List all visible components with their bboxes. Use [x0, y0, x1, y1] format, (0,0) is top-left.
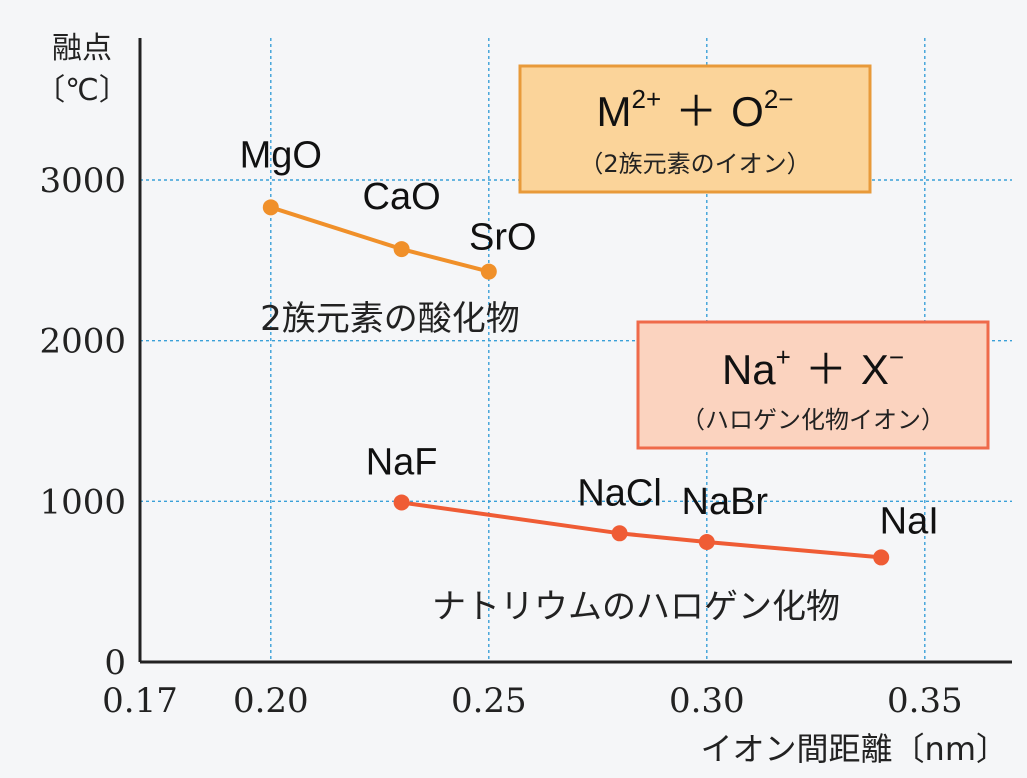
- y-tick-label: 2000: [39, 322, 126, 362]
- data-point: [262, 199, 279, 216]
- axes: [138, 38, 1012, 664]
- ion-box-frame: [636, 320, 990, 450]
- ion-right-charge: −: [889, 342, 904, 372]
- data-point: [393, 494, 410, 511]
- y-axis-label-line2: 〔℃〕: [35, 73, 129, 108]
- series-0: MgO CaO SrO 2族元素の酸化物: [240, 134, 537, 339]
- ion-left-symbol: M: [597, 88, 632, 135]
- y-tick-label: 0: [104, 643, 126, 683]
- ion-box-0: M2+ ＋ O2− （2族元素のイオン）: [518, 64, 872, 194]
- x-tick-label: 0.25: [451, 681, 527, 721]
- ion-left-charge: 2+: [632, 84, 662, 114]
- ion-right-symbol: O: [731, 88, 764, 135]
- ion-box-subtitle: （ハロゲン化物イオン）: [681, 406, 945, 434]
- x-axis-label: イオン間距離〔nm〕: [701, 730, 1008, 768]
- data-point-label: NaBr: [682, 481, 769, 523]
- y-axis-label-line1: 融点: [52, 31, 112, 66]
- data-point-label: NaCl: [577, 472, 661, 514]
- data-point: [611, 525, 628, 542]
- series-group-label: 2族元素の酸化物: [260, 299, 520, 339]
- series-1: NaF NaCl NaBr NaI ナトリウムのハロゲン化物: [366, 441, 939, 627]
- x-tick-label: 0.35: [887, 681, 963, 721]
- ion-plus-sign: ＋: [675, 88, 717, 135]
- ion-right-symbol: X: [861, 346, 889, 393]
- x-tick-labels: 0.17 0.20 0.25 0.30 0.35: [102, 681, 963, 721]
- ion-left-symbol: Na: [722, 346, 776, 393]
- x-tick-label: 0.20: [233, 681, 309, 721]
- data-point: [480, 263, 497, 280]
- ion-right-charge: 2−: [764, 84, 794, 114]
- series-line: [401, 500, 882, 560]
- data-point-label: MgO: [240, 134, 322, 176]
- data-point: [873, 549, 890, 566]
- ion-box-subtitle: （2族元素のイオン）: [579, 150, 810, 178]
- y-tick-label: 3000: [39, 161, 126, 201]
- series-layer: MgO CaO SrO 2族元素の酸化物 NaF NaCl NaBr NaI ナトリウムのハロゲ…: [240, 134, 939, 627]
- data-point: [698, 533, 715, 550]
- ion-box-formula: Na+ ＋ X−: [722, 342, 904, 393]
- ion-box-formula: M2+ ＋ O2−: [597, 84, 794, 135]
- y-tick-label: 1000: [39, 482, 126, 522]
- ion-box-frame: [518, 64, 872, 194]
- x-tick-label: 0.17: [102, 681, 178, 721]
- ion-box-1: Na+ ＋ X− （ハロゲン化物イオン）: [636, 320, 990, 450]
- ion-left-charge: +: [776, 342, 791, 372]
- data-point: [393, 241, 410, 258]
- ion-boxes: M2+ ＋ O2− （2族元素のイオン） Na+ ＋ X− （ハロゲン化物イオン）: [518, 64, 990, 450]
- data-point-label: CaO: [363, 176, 441, 218]
- x-tick-label: 0.30: [669, 681, 745, 721]
- data-point-label: NaI: [880, 500, 939, 542]
- ion-plus-sign: ＋: [805, 346, 847, 393]
- series-group-label: ナトリウムのハロゲン化物: [432, 587, 840, 627]
- data-point-label: NaF: [366, 441, 438, 483]
- y-tick-labels: 0 1000 2000 3000: [39, 161, 126, 683]
- data-point-label: SrO: [469, 217, 537, 259]
